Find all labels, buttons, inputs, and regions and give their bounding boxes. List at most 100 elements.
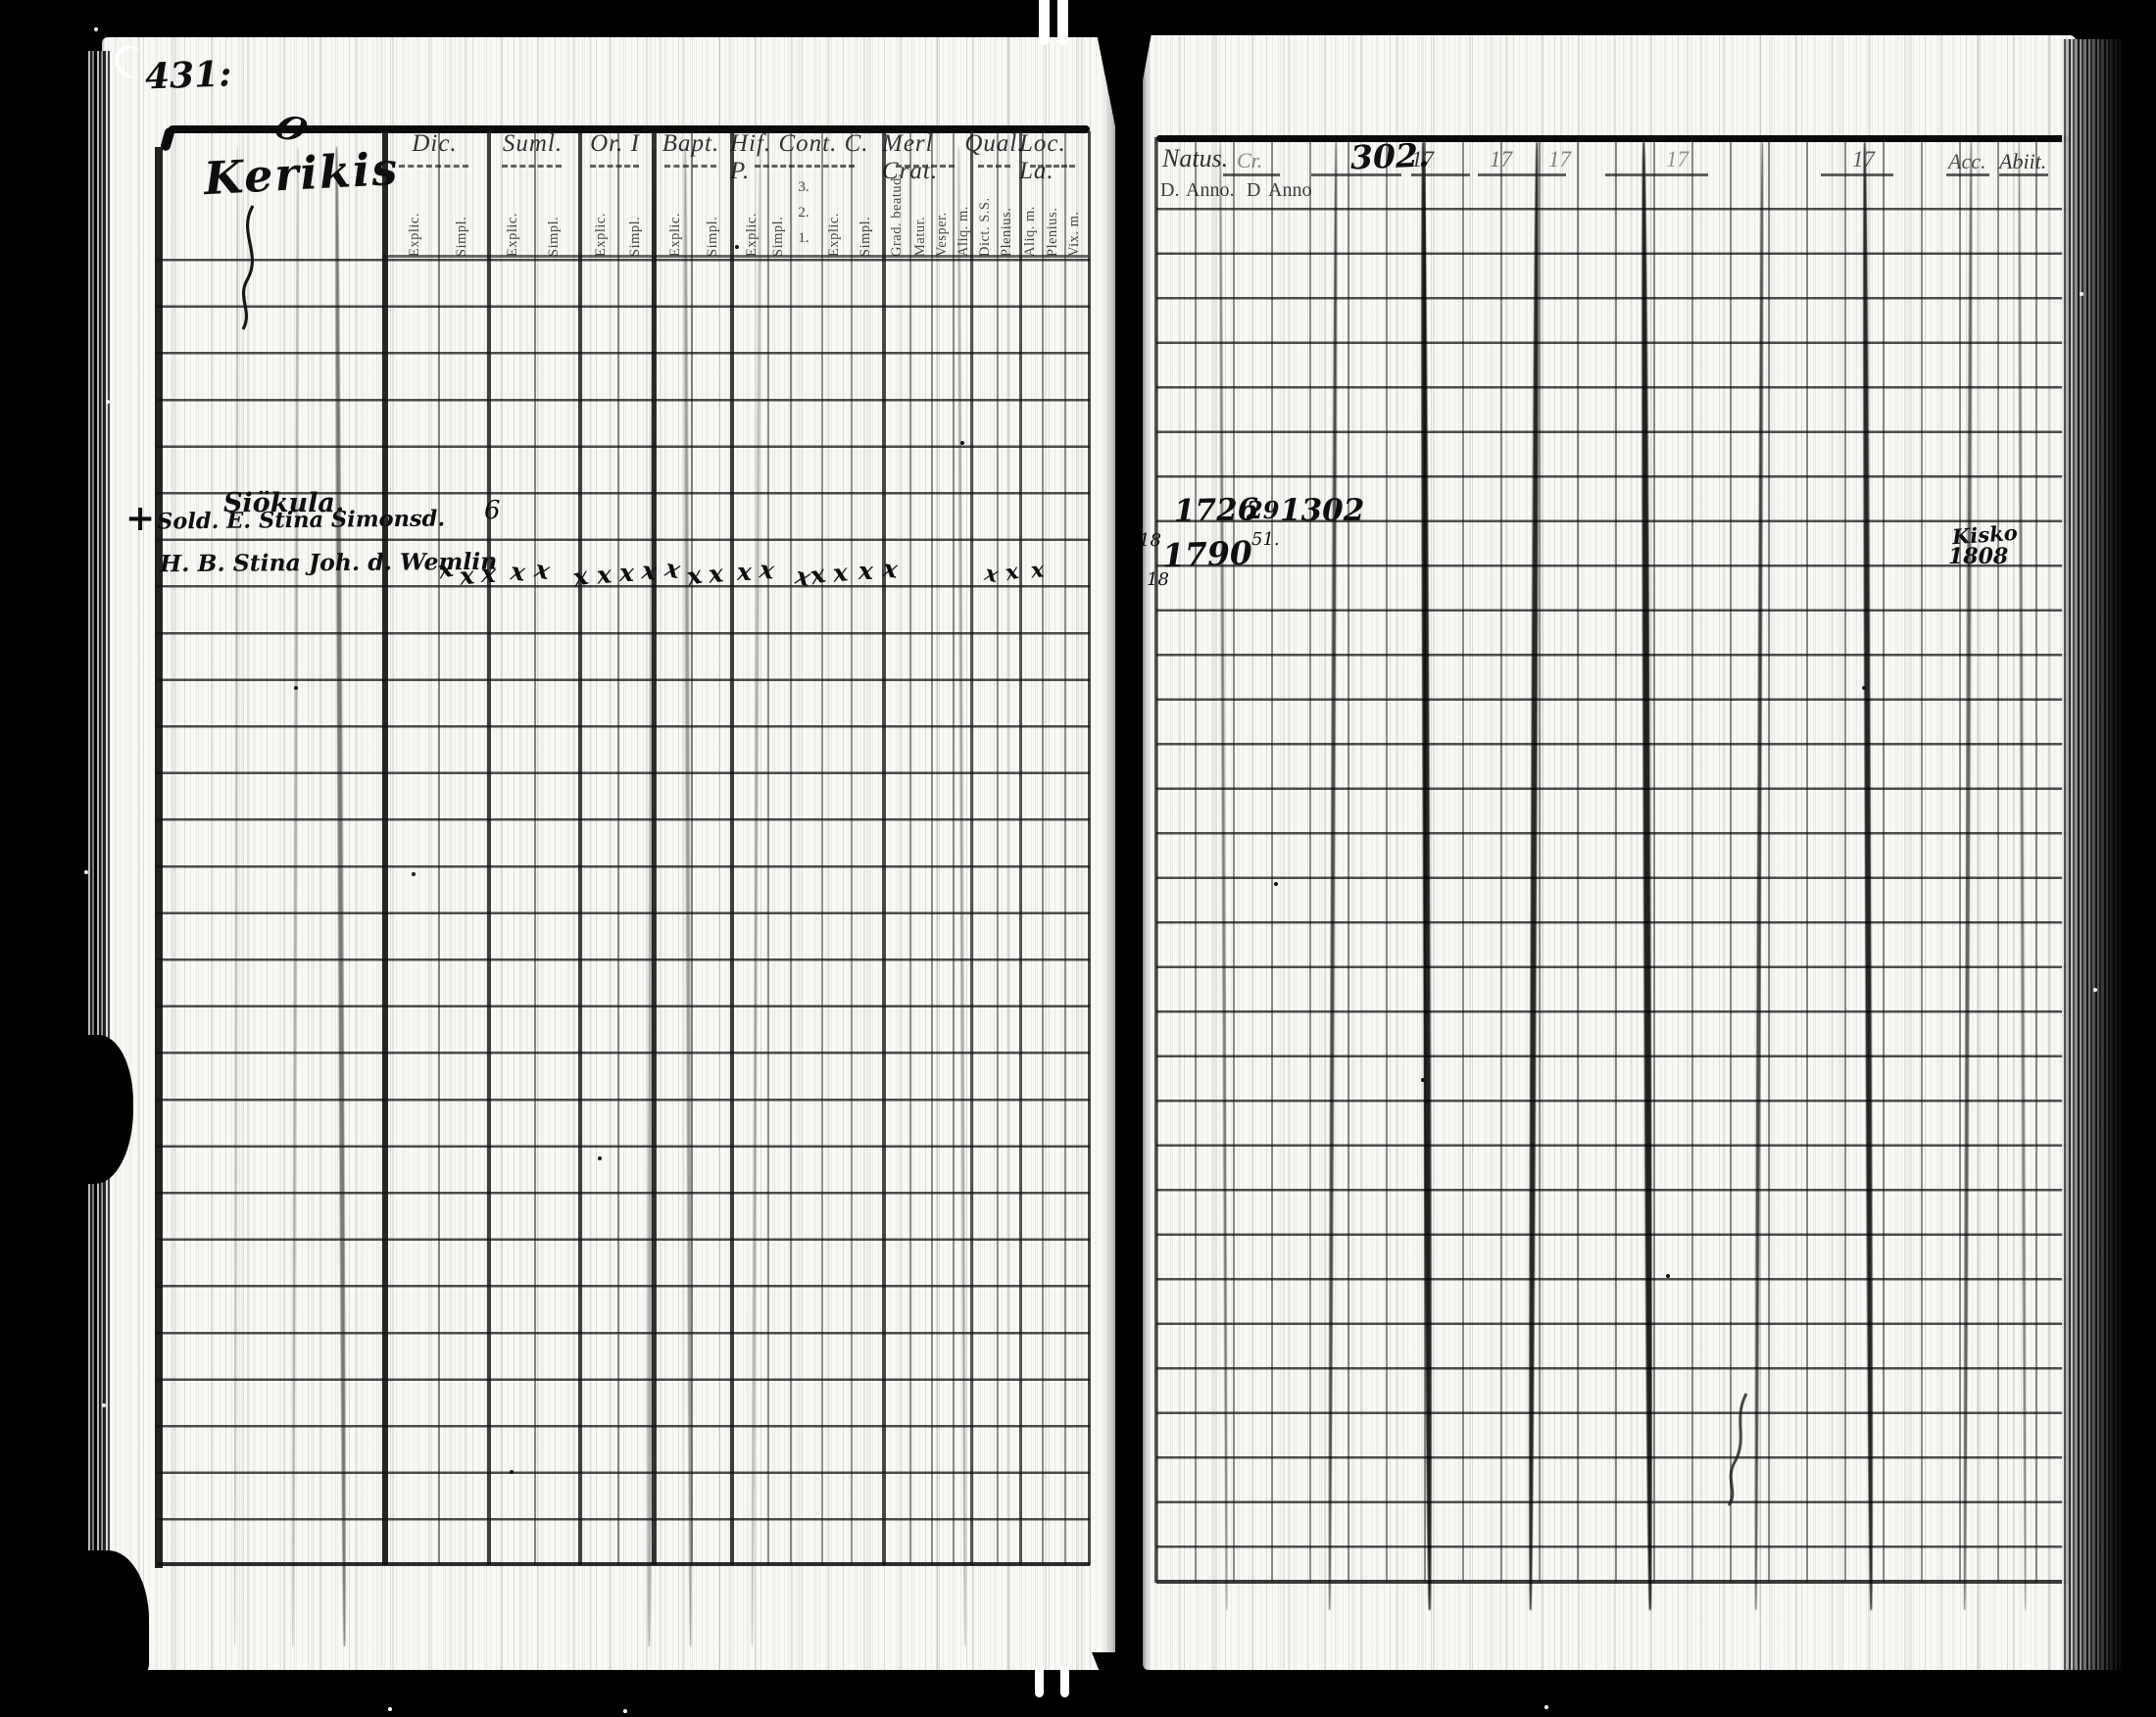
subheader-1-1: Simpl. (546, 216, 562, 257)
column-header-underline (501, 165, 563, 168)
column-header-label: Bapt. (662, 130, 719, 158)
column-header-7: Loc. La. (1019, 130, 1088, 184)
entry-ref-number: 1302 (1280, 493, 1365, 528)
right-table-top-rule (1156, 135, 2070, 142)
subheader-5-0: Grad. beatud. (889, 172, 905, 257)
subheader-2-1: Simpl. (627, 216, 643, 257)
column-header-4: Hif. Cont. C. P. (730, 130, 882, 184)
parish-title: Kerikis (202, 141, 401, 206)
attendance-mark-13: x (758, 555, 776, 585)
attendance-mark-21: x (1029, 557, 1046, 584)
column-header-2: Or. I (578, 130, 652, 170)
subheader-grade-scale: 3. 2. 1. (798, 179, 809, 246)
column-header-underline (1030, 165, 1076, 168)
left-subheader-baseline (382, 255, 1088, 258)
header-dash-6 (1946, 173, 1989, 176)
column-header-underline (978, 165, 1010, 168)
subheader-7-2: Vix. m. (1066, 211, 1082, 257)
column-header-underline (663, 165, 716, 168)
book-gutter-line (1127, 137, 1133, 1607)
attendance-mark-18: x (881, 554, 900, 584)
header-dash-2 (1411, 173, 1470, 176)
header-abiit: Abiit. (1999, 149, 2047, 173)
right-table-left-rule (1154, 137, 1157, 1583)
attendance-mark-3: x (509, 557, 527, 587)
subheader-4-1: Simpl. (770, 216, 786, 257)
subheader-4-0: Explic. (744, 213, 760, 257)
column-header-underline (399, 165, 468, 168)
header-dash-5 (1821, 173, 1893, 176)
subheader-anno1: Anno. (1186, 179, 1235, 201)
column-header-underline (754, 165, 856, 168)
film-frame-mark-top-2 (1057, 0, 1068, 45)
column-header-label: Hif. Cont. C. P. (730, 130, 869, 184)
film-frame-mark-top-1 (1039, 0, 1050, 45)
subheader-1-0: Explic. (505, 213, 520, 257)
column-header-0: Dic. (382, 130, 487, 170)
header-cr: Cr. (1237, 148, 1263, 172)
entry-note-upper: 29 (1247, 496, 1280, 524)
header-year-2: 17 (1548, 147, 1571, 172)
left-table-top-rule (169, 125, 1090, 133)
subheader-2-0: Explic. (593, 213, 609, 257)
subheader-anno2: Anno (1268, 179, 1312, 201)
column-header-6: Qual. (964, 130, 1024, 170)
film-frame-mark-bottom-2 (1060, 1666, 1069, 1697)
attendance-mark-8: x (640, 556, 659, 586)
entry-dic-value: 6 (484, 496, 501, 525)
column-header-label: Qual. (964, 130, 1025, 157)
entry-farm-name: Siökula. (223, 488, 345, 518)
header-year-3: 17 (1666, 147, 1689, 172)
attendance-mark-11: x (707, 559, 725, 589)
header-dash-3 (1478, 173, 1566, 176)
header-year-1: 17 (1490, 147, 1512, 172)
subheader-4-3: Explic. (826, 213, 842, 257)
subheader-5-2: Vesper. (934, 212, 950, 257)
entry-margin-cross: + (125, 498, 156, 539)
subheader-3-1: Simpl. (705, 216, 720, 257)
column-header-3: Bapt. (652, 130, 730, 170)
header-dash-0 (1223, 173, 1280, 176)
header-dash-4 (1605, 173, 1708, 176)
subheader-6-1: Plenius. (999, 207, 1014, 257)
header-dash-7 (1999, 173, 2048, 176)
attendance-mark-1: x (458, 561, 476, 591)
entry-margin-18b: 18 (1147, 569, 1169, 590)
book-page-edges-left (88, 51, 110, 1656)
subheader-d2: D (1247, 179, 1261, 201)
entry-abiit-year: 1808 (1948, 544, 2009, 569)
subheader-0-1: Simpl. (454, 216, 469, 257)
attendance-mark-12: x (737, 558, 752, 586)
column-header-5: Merl Crat. (882, 130, 970, 184)
white-specks (94, 27, 98, 31)
column-header-label: Merl Crat. (882, 130, 939, 184)
column-header-label: Dic. (412, 130, 458, 157)
subheader-0-0: Explic. (407, 213, 422, 257)
subheader-d1: D. (1160, 179, 1180, 201)
column-header-label: Loc. La. (1019, 130, 1066, 184)
attendance-mark-7: x (619, 559, 634, 587)
header-dash-1 (1311, 173, 1401, 176)
binding-clamp-blob (57, 1035, 133, 1184)
header-year-0: 17 (1411, 147, 1434, 172)
header-year-4: 17 (1852, 147, 1875, 172)
entry-note-lower: 51. (1251, 529, 1280, 550)
black-specks (412, 872, 416, 876)
attendance-mark-6: x (595, 560, 613, 590)
column-header-underline (896, 165, 955, 168)
header-natus: Natus. (1162, 144, 1229, 172)
film-frame-mark-bottom-1 (1035, 1666, 1044, 1697)
subheader-4-4: Simpl. (858, 216, 873, 257)
attendance-mark-2: x (481, 560, 496, 588)
corner-shadow-blob (74, 1550, 149, 1676)
attendance-mark-16: x (831, 558, 850, 588)
right-table-row-lines (1156, 208, 2068, 1583)
entry-person-1: Sold. E. Stina Simonsd. (156, 506, 446, 535)
subheader-7-0: Aliq. m. (1022, 206, 1038, 257)
attendance-mark-17: x (858, 557, 873, 585)
left-table-row-lines (157, 259, 1090, 1565)
header-acc: Acc. (1948, 149, 1986, 173)
subheader-3-0: Explic. (667, 213, 683, 257)
entry-born-year-2: 1790 (1161, 533, 1253, 575)
